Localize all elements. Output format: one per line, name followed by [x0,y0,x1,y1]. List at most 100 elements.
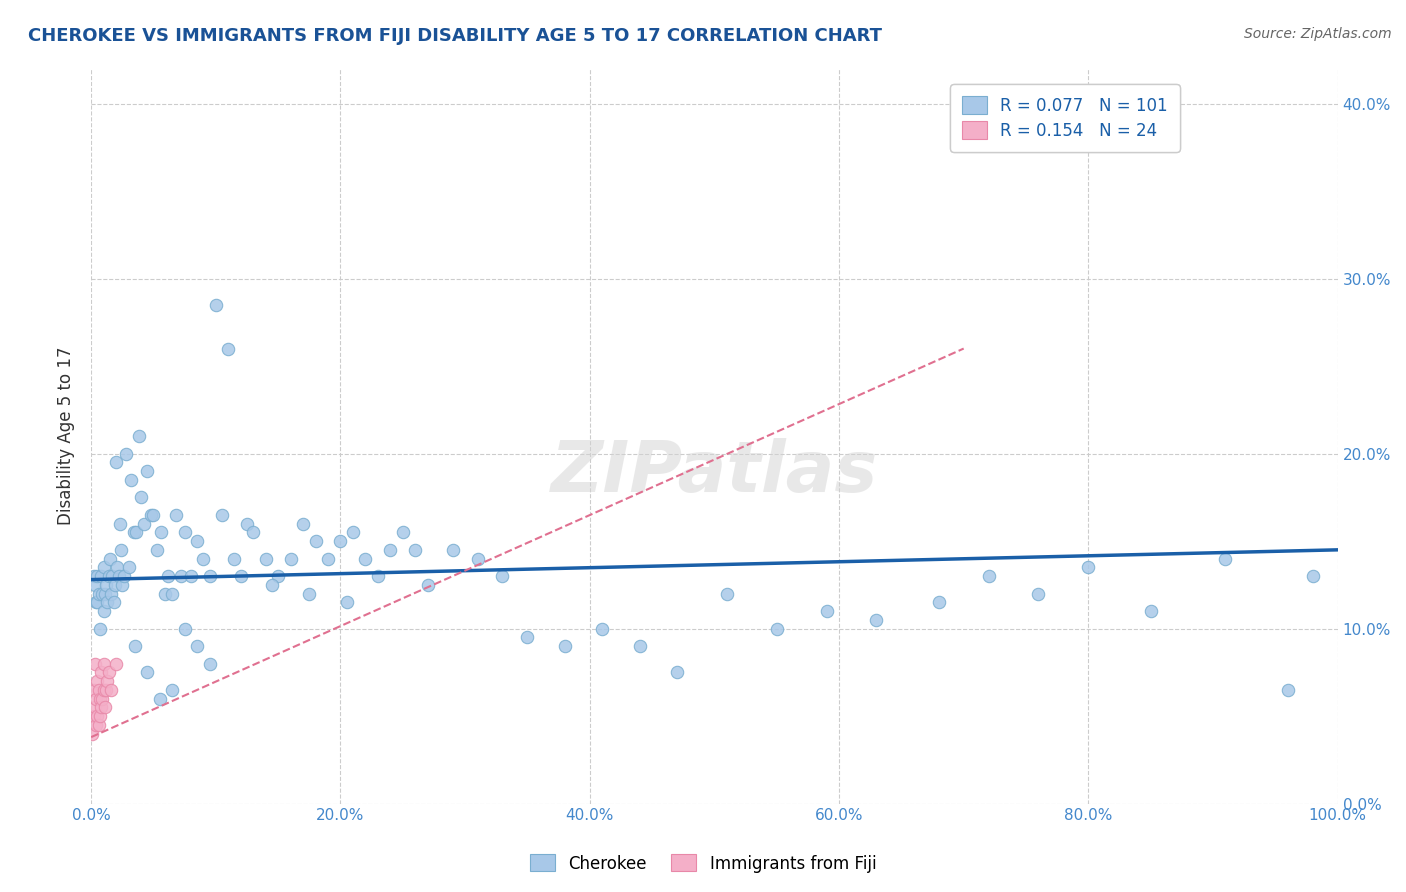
Point [89,691,111,706]
Point [94,578,117,592]
Point [89,709,111,723]
Point [94,586,117,600]
Point [342,525,364,540]
Point [100,682,122,697]
Point [160,586,183,600]
Point [120,473,142,487]
Point [977,569,1000,583]
Point [105,560,128,574]
Point [516,631,538,645]
Point [254,551,277,566]
Point [112,569,135,583]
Point [103,595,125,609]
Point [173,622,195,636]
Point [280,551,302,566]
Point [124,639,146,653]
Point [204,298,226,312]
Text: Source: ZipAtlas.com: Source: ZipAtlas.com [1244,27,1392,41]
Point [1139,604,1161,618]
Point [94,682,117,697]
Point [86,674,108,689]
Point [354,551,377,566]
Y-axis label: Disability Age 5 to 17: Disability Age 5 to 17 [58,347,75,525]
Point [1302,569,1324,583]
Point [186,534,208,549]
Point [146,542,169,557]
Point [1277,682,1299,697]
Point [173,525,195,540]
Point [115,446,138,460]
Point [111,578,134,592]
Point [105,455,128,469]
Point [83,569,105,583]
Point [180,569,202,583]
Point [1077,560,1099,574]
Point [101,569,124,583]
Point [193,551,215,566]
Point [84,595,107,609]
Point [105,657,128,671]
Text: ZIPatlas: ZIPatlas [551,438,879,508]
Point [1215,551,1237,566]
Point [98,551,121,566]
Point [90,569,112,583]
Point [292,516,315,531]
Point [136,665,159,680]
Point [110,542,132,557]
Point [86,709,108,723]
Point [298,586,321,600]
Point [149,691,172,706]
Point [86,595,108,609]
Point [117,560,139,574]
Point [122,525,145,540]
Text: CHEROKEE VS IMMIGRANTS FROM FIJI DISABILITY AGE 5 TO 17 CORRELATION CHART: CHEROKEE VS IMMIGRANTS FROM FIJI DISABIL… [28,27,882,45]
Point [97,665,120,680]
Point [87,718,110,732]
Point [628,639,651,653]
Point [93,604,115,618]
Point [815,604,838,618]
Point [416,578,439,592]
Point [108,516,131,531]
Point [104,578,127,592]
Point [107,569,129,583]
Point [666,665,689,680]
Point [554,639,576,653]
Point [100,586,122,600]
Point [186,639,208,653]
Point [211,508,233,522]
Point [90,665,112,680]
Point [1028,586,1050,600]
Point [267,569,290,583]
Point [97,569,120,583]
Point [93,657,115,671]
Point [160,682,183,697]
Point [96,595,118,609]
Point [304,534,326,549]
Point [404,542,426,557]
Point [441,542,464,557]
Point [229,569,252,583]
Point [224,551,246,566]
Point [83,700,105,714]
Point [765,622,787,636]
Point [928,595,950,609]
Point [391,525,413,540]
Point [83,709,105,723]
Point [136,464,159,478]
Point [716,586,738,600]
Point [90,700,112,714]
Point [93,560,115,574]
Point [142,508,165,522]
Point [132,516,155,531]
Point [165,508,187,522]
Point [153,586,176,600]
Point [316,551,339,566]
Point [93,682,115,697]
Point [139,508,162,522]
Point [87,682,110,697]
Point [217,342,239,356]
Point [242,525,264,540]
Point [170,569,193,583]
Point [87,586,110,600]
